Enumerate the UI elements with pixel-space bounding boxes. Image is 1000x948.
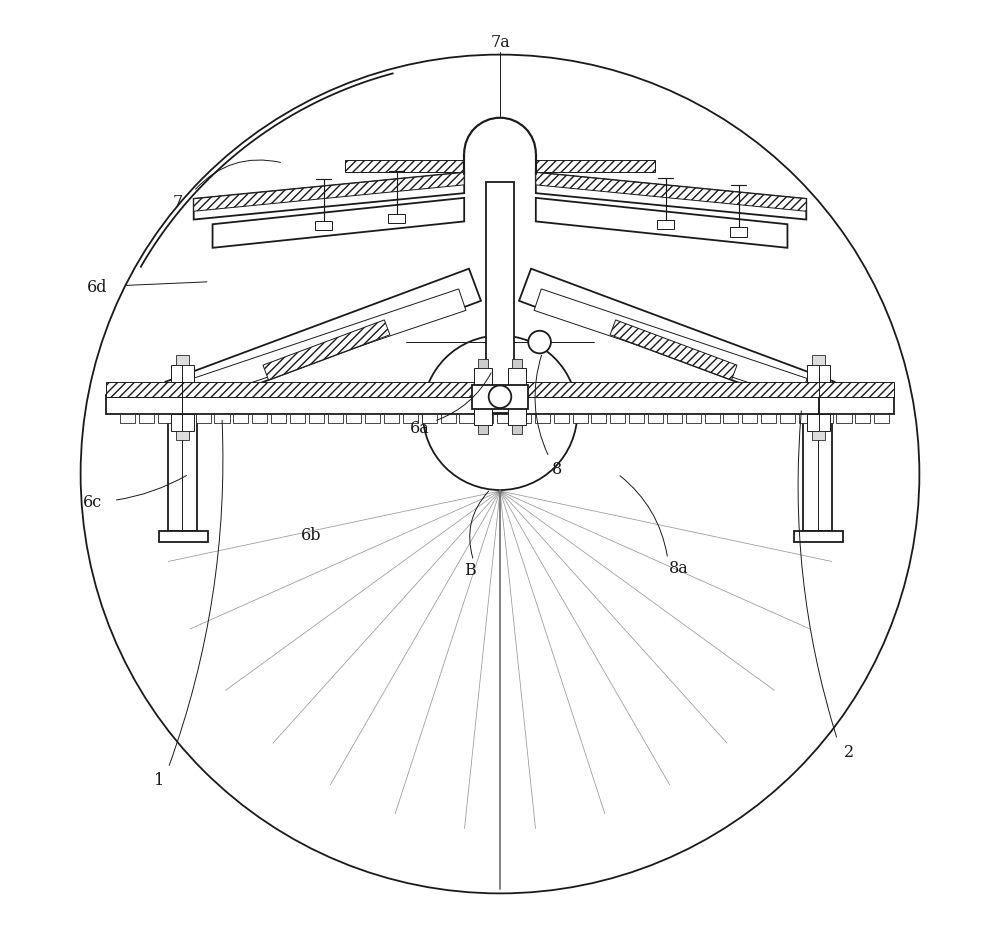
Bar [106, 394, 894, 413]
Bar [441, 413, 456, 423]
Polygon shape [194, 173, 464, 211]
Text: 8a: 8a [669, 559, 689, 576]
Polygon shape [345, 160, 464, 173]
Bar [855, 413, 870, 423]
Bar [176, 430, 189, 440]
Bar [794, 531, 843, 542]
Bar [176, 356, 189, 365]
Bar [422, 413, 437, 423]
Bar [474, 369, 492, 392]
Polygon shape [536, 160, 655, 173]
Text: 7a: 7a [490, 34, 510, 51]
Polygon shape [519, 268, 835, 414]
Text: 6c: 6c [83, 494, 102, 511]
Polygon shape [213, 198, 464, 247]
Polygon shape [536, 173, 806, 211]
Text: 1: 1 [154, 772, 164, 789]
Text: 6d: 6d [86, 279, 107, 296]
Bar [799, 413, 814, 423]
Text: 6b: 6b [301, 527, 322, 544]
Bar [158, 413, 173, 423]
Bar [196, 413, 211, 423]
Bar [233, 413, 248, 423]
Circle shape [423, 336, 577, 490]
Text: 6a: 6a [410, 420, 430, 437]
Bar [497, 413, 512, 423]
Bar [648, 413, 663, 423]
Polygon shape [194, 173, 464, 220]
Circle shape [489, 386, 511, 408]
Polygon shape [536, 173, 806, 220]
Bar [516, 413, 531, 423]
Bar [591, 413, 606, 423]
Bar [723, 413, 738, 423]
Bar [836, 413, 852, 423]
Bar [742, 413, 757, 423]
Bar [214, 413, 230, 423]
Bar [508, 369, 526, 392]
Bar [271, 413, 286, 423]
Bar [686, 413, 701, 423]
Polygon shape [610, 319, 737, 380]
Bar [120, 413, 135, 423]
Bar [512, 425, 522, 434]
Bar [403, 413, 418, 423]
Bar [159, 531, 208, 542]
Bar [812, 430, 825, 440]
Bar [459, 413, 475, 423]
Text: 2: 2 [844, 743, 854, 760]
Bar [818, 413, 833, 423]
Bar [365, 413, 380, 423]
Bar [328, 413, 343, 423]
Bar [807, 413, 830, 430]
Bar [384, 413, 399, 423]
Bar [730, 228, 747, 236]
Polygon shape [534, 289, 807, 400]
Bar [705, 413, 720, 423]
Bar [474, 401, 492, 425]
Bar [610, 413, 625, 423]
Bar [512, 359, 522, 369]
Bar [315, 221, 332, 230]
Bar [761, 413, 776, 423]
Bar [177, 413, 192, 423]
Text: 7: 7 [173, 194, 183, 211]
Bar [874, 413, 889, 423]
Bar [346, 413, 361, 423]
Bar [554, 413, 569, 423]
Bar [168, 388, 197, 531]
Bar [171, 413, 194, 430]
Bar [252, 413, 267, 423]
Bar [388, 214, 405, 224]
Bar [803, 388, 832, 531]
Bar [807, 365, 830, 382]
Bar [478, 359, 488, 369]
Bar [535, 413, 550, 423]
Bar [472, 385, 528, 409]
Bar [139, 413, 154, 423]
Bar [171, 365, 194, 382]
Text: B: B [464, 561, 476, 578]
Polygon shape [165, 268, 481, 414]
Circle shape [81, 55, 919, 893]
Bar [657, 220, 674, 229]
Bar [573, 413, 588, 423]
Bar [486, 182, 514, 412]
Bar [508, 401, 526, 425]
Bar [780, 413, 795, 423]
Bar [478, 425, 488, 434]
Bar [812, 356, 825, 365]
Polygon shape [263, 319, 390, 380]
Bar [290, 413, 305, 423]
Bar [667, 413, 682, 423]
Polygon shape [106, 382, 894, 396]
Circle shape [528, 331, 551, 354]
Text: 8: 8 [551, 461, 562, 478]
Bar [478, 413, 493, 423]
Bar [309, 413, 324, 423]
Bar [629, 413, 644, 423]
Polygon shape [536, 198, 787, 247]
Polygon shape [193, 289, 466, 400]
